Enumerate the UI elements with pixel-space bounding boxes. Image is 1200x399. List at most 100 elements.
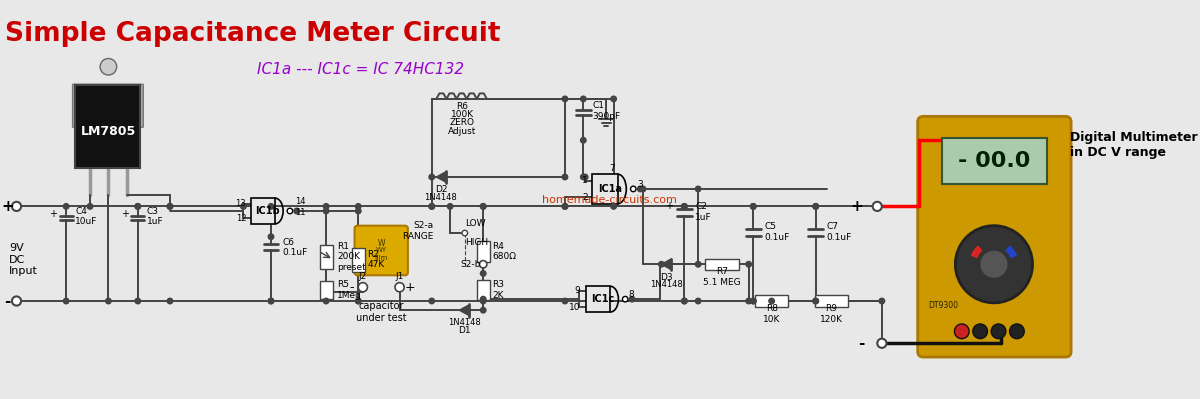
FancyBboxPatch shape	[354, 226, 408, 275]
Circle shape	[611, 203, 617, 209]
Circle shape	[954, 324, 970, 339]
Circle shape	[562, 203, 568, 209]
Text: C1
390pF: C1 390pF	[593, 101, 620, 120]
Circle shape	[581, 96, 586, 102]
Text: 9V
DC
Input: 9V DC Input	[10, 243, 38, 276]
Circle shape	[562, 96, 568, 102]
Text: 14: 14	[295, 197, 305, 206]
Bar	[593, 174, 618, 203]
Bar	[586, 286, 611, 312]
Text: R8
10K: R8 10K	[763, 304, 780, 324]
Circle shape	[428, 298, 434, 304]
Circle shape	[480, 261, 487, 268]
Circle shape	[64, 203, 68, 209]
Text: W: W	[378, 239, 385, 248]
Text: DT9300: DT9300	[928, 301, 958, 310]
Bar	[319, 281, 332, 299]
Circle shape	[973, 324, 988, 339]
Text: IC1a: IC1a	[598, 184, 622, 194]
Bar	[815, 296, 848, 306]
Circle shape	[629, 296, 635, 302]
FancyBboxPatch shape	[918, 117, 1072, 357]
Text: D1: D1	[458, 326, 472, 335]
Circle shape	[812, 203, 818, 209]
Text: IC1b: IC1b	[256, 206, 280, 216]
Bar	[476, 241, 490, 261]
Text: 1N4148: 1N4148	[650, 280, 683, 289]
Text: C6
0.1uF: C6 0.1uF	[282, 238, 307, 257]
Text: HIGH: HIGH	[464, 238, 488, 247]
Circle shape	[562, 174, 568, 180]
Text: +: +	[404, 281, 415, 294]
Circle shape	[12, 296, 22, 306]
Text: R5
1Meg: R5 1Meg	[337, 280, 362, 300]
Text: LOW: LOW	[464, 219, 485, 228]
Circle shape	[746, 298, 751, 304]
Text: homemade-circuits.com: homemade-circuits.com	[542, 196, 677, 205]
Circle shape	[167, 203, 173, 209]
Circle shape	[355, 208, 361, 214]
Circle shape	[480, 203, 486, 209]
Circle shape	[355, 298, 361, 304]
Text: WY: WY	[376, 247, 386, 253]
Text: C7
0.1uF: C7 0.1uF	[827, 222, 852, 242]
Text: R1
200K
preset: R1 200K preset	[337, 242, 366, 272]
Circle shape	[359, 282, 367, 292]
Text: D2: D2	[434, 186, 448, 194]
Text: -: -	[858, 336, 865, 351]
Text: R7
5.1 MEG: R7 5.1 MEG	[703, 267, 740, 287]
Circle shape	[136, 203, 140, 209]
Text: 1: 1	[582, 176, 588, 185]
Circle shape	[395, 282, 404, 292]
Circle shape	[982, 251, 1007, 277]
Text: S2-b: S2-b	[460, 260, 480, 269]
Circle shape	[582, 174, 588, 180]
Circle shape	[480, 203, 486, 209]
Circle shape	[355, 203, 361, 209]
Text: IC1a --- IC1c = IC 74HC132: IC1a --- IC1c = IC 74HC132	[257, 62, 464, 77]
Circle shape	[750, 298, 756, 304]
Circle shape	[562, 203, 568, 209]
Text: 100K: 100K	[450, 110, 474, 119]
Text: 10: 10	[569, 303, 581, 312]
Circle shape	[355, 298, 361, 304]
Bar	[476, 280, 490, 300]
Text: Adjust: Adjust	[448, 126, 476, 136]
Text: Simple Capacitance Meter Circuit: Simple Capacitance Meter Circuit	[5, 21, 500, 47]
Circle shape	[269, 298, 274, 304]
Text: R6: R6	[456, 102, 468, 111]
Circle shape	[323, 203, 329, 209]
Text: 8: 8	[629, 290, 634, 299]
Circle shape	[581, 174, 586, 180]
Circle shape	[269, 203, 274, 209]
Text: R2
47K: R2 47K	[367, 250, 385, 269]
Circle shape	[241, 203, 246, 209]
Circle shape	[611, 96, 617, 102]
Circle shape	[106, 298, 112, 304]
Bar	[319, 245, 332, 269]
Bar	[706, 259, 738, 270]
Circle shape	[428, 203, 434, 209]
Circle shape	[562, 298, 568, 304]
Circle shape	[269, 298, 274, 304]
Circle shape	[428, 203, 434, 209]
Circle shape	[1009, 324, 1025, 339]
Circle shape	[641, 186, 646, 192]
Circle shape	[750, 298, 756, 304]
Polygon shape	[460, 305, 469, 316]
Circle shape	[448, 203, 452, 209]
Text: 1N4148: 1N4148	[449, 318, 481, 327]
Circle shape	[812, 203, 818, 209]
Text: 11: 11	[295, 208, 305, 217]
Circle shape	[812, 298, 818, 304]
FancyBboxPatch shape	[72, 84, 143, 127]
Circle shape	[269, 234, 274, 239]
Circle shape	[480, 298, 486, 304]
Text: ZERO: ZERO	[450, 118, 474, 127]
Text: +: +	[121, 209, 128, 219]
Circle shape	[167, 203, 173, 209]
Bar	[755, 296, 788, 306]
Circle shape	[637, 186, 643, 192]
Polygon shape	[661, 259, 672, 270]
Text: capacitor
under test: capacitor under test	[356, 301, 407, 323]
